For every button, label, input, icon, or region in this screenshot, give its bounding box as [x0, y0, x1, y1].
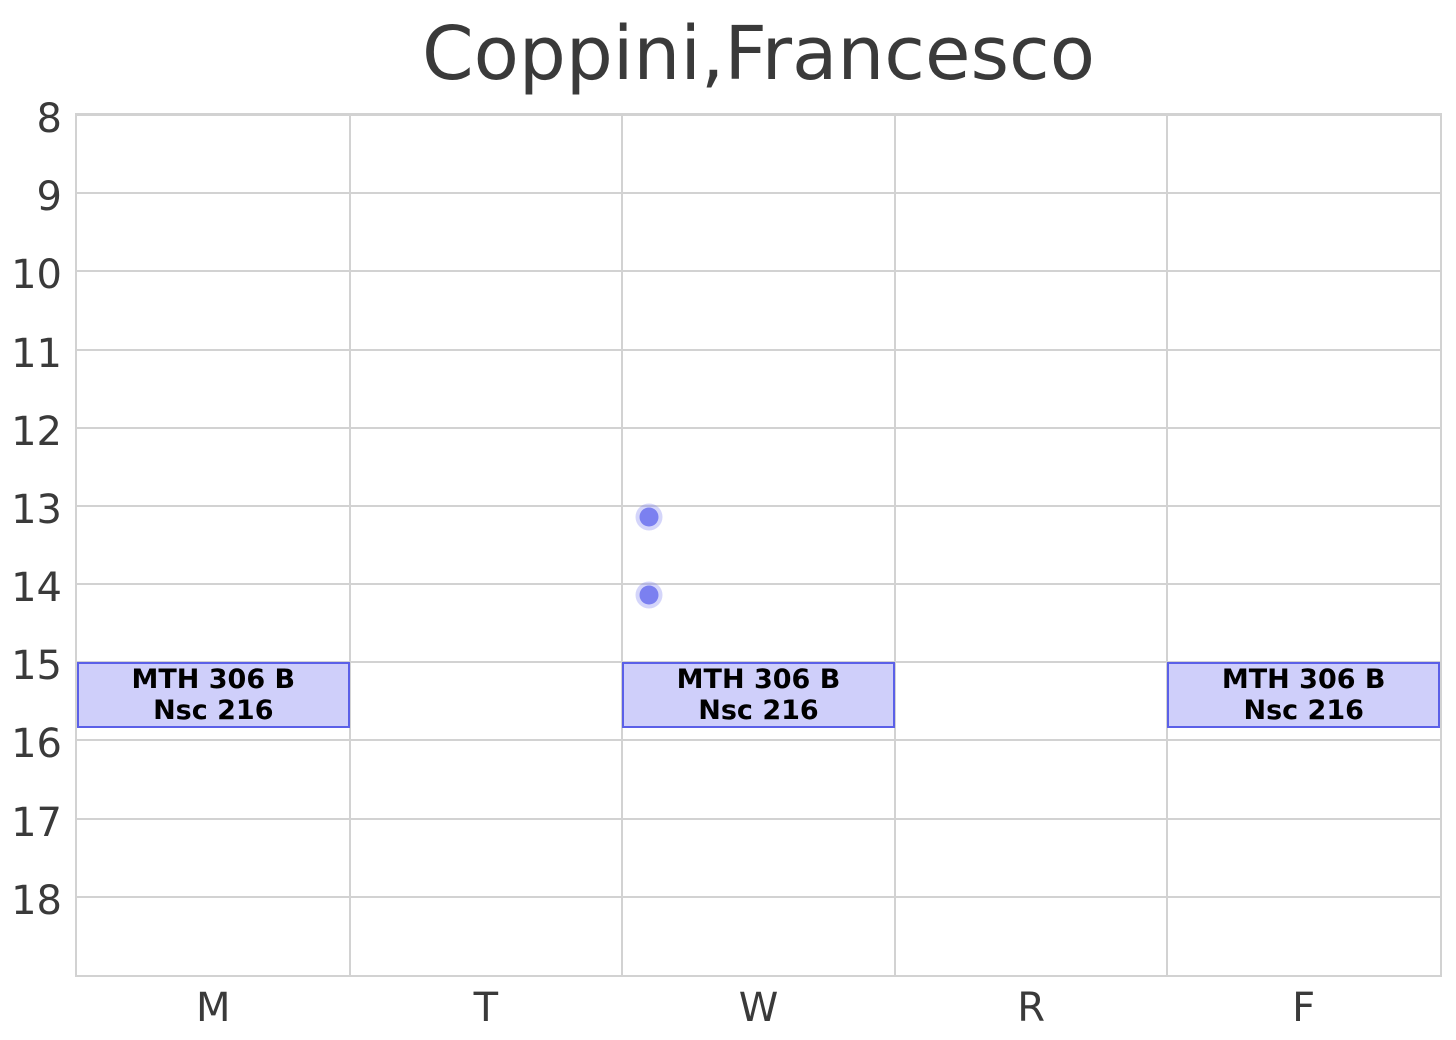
- gridline-hour-9: [77, 192, 1440, 195]
- gridline-day-boundary-1: [348, 115, 351, 975]
- event-course-label: MTH 306 B: [676, 664, 841, 696]
- event-room-label: Nsc 216: [1243, 695, 1364, 727]
- day-label-F: F: [1292, 985, 1316, 1031]
- event-box-M: MTH 306 B Nsc 216: [77, 662, 350, 728]
- y-tick-label-14: 14: [11, 565, 62, 612]
- y-tick-label-15: 15: [11, 643, 62, 690]
- y-tick-label-12: 12: [11, 408, 62, 455]
- y-tick-label-17: 17: [11, 799, 62, 846]
- y-tick-label-11: 11: [11, 330, 62, 377]
- gridline-day-boundary-3: [893, 115, 896, 975]
- y-tick-label-18: 18: [11, 877, 62, 924]
- gridline-hour-8: [77, 114, 1440, 116]
- marker-dot-0: [639, 507, 659, 527]
- day-label-W: W: [738, 985, 779, 1031]
- plot-area: MTH 306 B Nsc 216 MTH 306 B Nsc 216 MTH 306 …: [77, 114, 1440, 975]
- chart-title: Coppini,Francesco: [421, 11, 1095, 97]
- gridline-hour-14: [77, 583, 1440, 586]
- gridline-hour-18: [77, 895, 1440, 898]
- y-tick-label-9: 9: [36, 174, 62, 221]
- day-label-M: M: [196, 985, 231, 1031]
- gridline-hour-17: [77, 817, 1440, 820]
- gridline-hour-12: [77, 426, 1440, 429]
- gridline-hour-10: [77, 270, 1440, 273]
- gridline-day-boundary-4: [1166, 115, 1169, 975]
- event-box-F: MTH 306 B Nsc 216: [1167, 662, 1440, 728]
- gridline-day-boundary-2: [621, 115, 624, 975]
- event-box-W: MTH 306 B Nsc 216: [622, 662, 895, 728]
- y-tick-label-13: 13: [11, 486, 62, 533]
- plot-frame: [75, 113, 1442, 977]
- event-room-label: Nsc 216: [153, 695, 274, 727]
- day-label-R: R: [1017, 985, 1045, 1031]
- event-room-label: Nsc 216: [698, 695, 819, 727]
- y-tick-label-10: 10: [11, 252, 62, 299]
- event-course-label: MTH 306 B: [1221, 664, 1386, 696]
- gridline-hour-16: [77, 739, 1440, 742]
- y-tick-label-16: 16: [11, 721, 62, 768]
- y-tick-label-8: 8: [36, 96, 62, 142]
- event-course-label: MTH 306 B: [131, 664, 296, 696]
- marker-dot-1: [639, 585, 659, 605]
- gridline-hour-13: [77, 504, 1440, 507]
- day-label-T: T: [473, 985, 499, 1031]
- gridline-hour-11: [77, 348, 1440, 351]
